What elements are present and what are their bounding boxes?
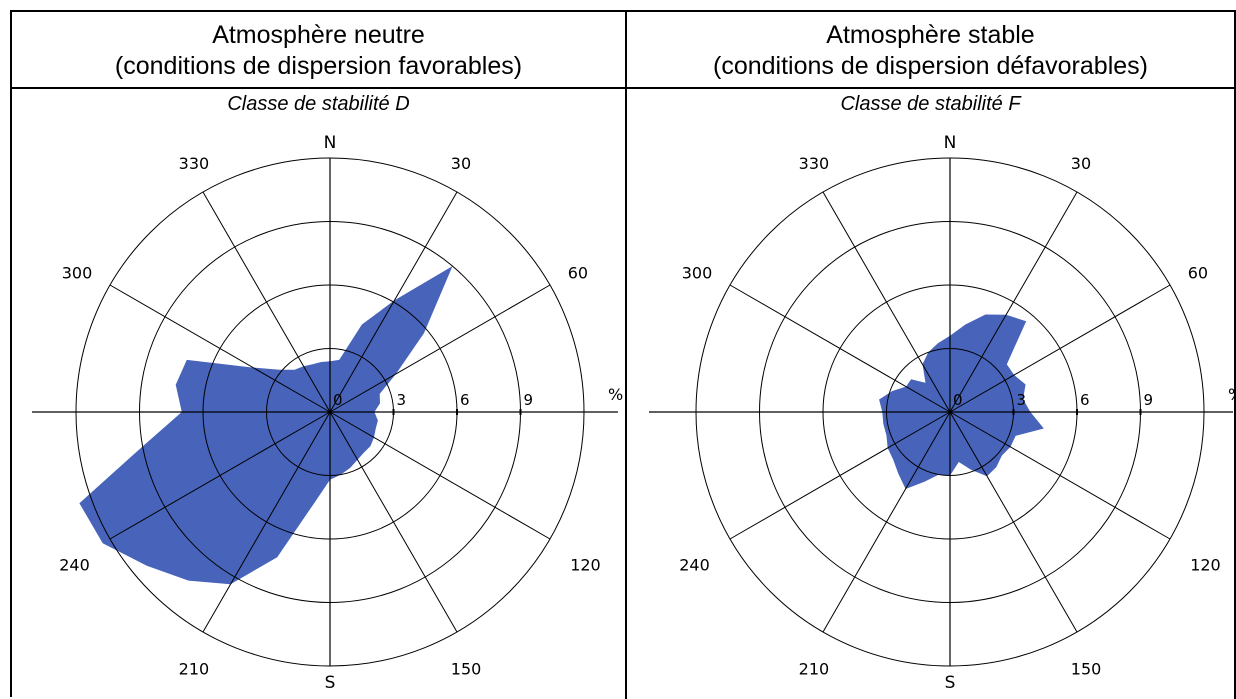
- angle-label-210: 210: [799, 660, 830, 679]
- spoke-120: [949, 411, 1171, 540]
- spoke-330: [202, 191, 331, 413]
- spoke-150: [329, 411, 458, 633]
- radial-label-9: 9: [524, 391, 534, 409]
- angle-label-300: 300: [682, 263, 713, 282]
- wind-frequency-polygon: [79, 266, 453, 585]
- spoke-60: [329, 284, 551, 413]
- south-label: S: [325, 673, 336, 693]
- south-label: S: [945, 673, 956, 693]
- angle-label-60: 60: [568, 263, 588, 282]
- radial-label-0: 0: [333, 391, 343, 409]
- angle-label-30: 30: [451, 154, 471, 173]
- header-right-line2: (conditions de dispersion défavorables): [713, 52, 1148, 80]
- unit-label: %: [1228, 385, 1234, 404]
- wind-rose-chart-right: N S 30 60 120 150 210 240 300 330 0 3 6 9%: [649, 133, 1234, 693]
- chart-cell-right: Classe de stabilité F N S 30 60 120 150 210 240…: [627, 89, 1236, 699]
- angle-label-330: 330: [179, 154, 210, 173]
- radial-label-6: 6: [460, 391, 470, 409]
- angle-label-240: 240: [59, 555, 90, 574]
- chart-subtitle-left: Classe de stabilité D: [227, 93, 410, 115]
- spoke-30: [949, 191, 1078, 413]
- spoke-300: [729, 284, 951, 413]
- wind-frequency-polygon: [879, 314, 1044, 489]
- unit-label: %: [608, 385, 623, 404]
- spoke-240: [729, 411, 951, 540]
- angle-label-330: 330: [799, 154, 830, 173]
- spoke-60: [949, 284, 1171, 413]
- radial-label-0: 0: [953, 391, 963, 409]
- chart-subtitle-right: Classe de stabilité F: [840, 93, 1021, 115]
- wind-rose-chart-left: N S 30 60 120 150 210 240 300 330 0 3 6 9%: [32, 133, 623, 693]
- spoke-300: [109, 284, 331, 413]
- comparison-table: Atmosphère neutre (conditions de dispers…: [10, 10, 1236, 699]
- spoke-240: [109, 411, 331, 540]
- header-right-line1: Atmosphère stable: [826, 21, 1035, 49]
- spoke-210: [202, 411, 331, 633]
- angle-label-120: 120: [1190, 555, 1221, 574]
- north-label: N: [324, 133, 337, 153]
- header-left-line1: Atmosphère neutre: [212, 21, 425, 49]
- spoke-120: [329, 411, 551, 540]
- radial-label-3: 3: [397, 391, 407, 409]
- spoke-30: [329, 191, 458, 413]
- radial-label-3: 3: [1017, 391, 1027, 409]
- angle-label-30: 30: [1071, 154, 1091, 173]
- spoke-210: [822, 411, 951, 633]
- angle-label-240: 240: [679, 555, 710, 574]
- angle-label-150: 150: [1071, 660, 1102, 679]
- header-cell-right: Atmosphère stable (conditions de dispers…: [627, 12, 1236, 89]
- north-label: N: [944, 133, 957, 153]
- angle-label-300: 300: [62, 263, 93, 282]
- angle-label-150: 150: [451, 660, 482, 679]
- radial-label-9: 9: [1144, 391, 1154, 409]
- spoke-330: [822, 191, 951, 413]
- angle-label-60: 60: [1188, 263, 1208, 282]
- chart-cell-left: Classe de stabilité D N S 30 60 120 150 210 240…: [12, 89, 627, 699]
- header-cell-left: Atmosphère neutre (conditions de dispers…: [12, 12, 627, 89]
- angle-label-210: 210: [179, 660, 210, 679]
- angle-label-120: 120: [570, 555, 601, 574]
- header-left-line2: (conditions de dispersion favorables): [114, 52, 523, 80]
- spoke-150: [949, 411, 1078, 633]
- radial-label-6: 6: [1080, 391, 1090, 409]
